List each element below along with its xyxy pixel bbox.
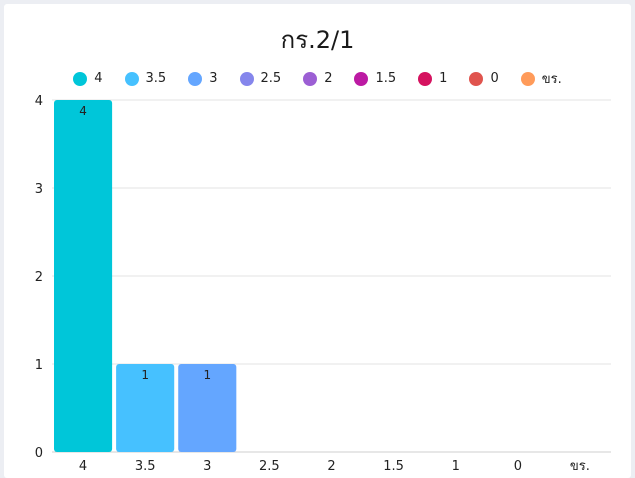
legend-item[interactable]: 3: [188, 71, 218, 86]
legend-label: 2.5: [260, 71, 282, 86]
legend-swatch: [354, 71, 369, 86]
x-tick-label: 1.5: [383, 459, 404, 474]
x-tick-label: 3: [203, 459, 211, 474]
y-tick-label: 0: [35, 446, 43, 461]
legend-swatch: [73, 71, 88, 86]
legend-item[interactable]: 4: [73, 71, 103, 86]
legend-label: ขร.: [541, 72, 562, 87]
y-tick-label: 3: [35, 182, 43, 197]
legend-label: 4: [94, 71, 103, 86]
bar: [54, 100, 113, 452]
x-tick-label: 2: [327, 459, 335, 474]
legend-swatch: [303, 71, 318, 86]
legend-item[interactable]: 2.5: [239, 71, 282, 86]
x-tick-label: ขร.: [570, 459, 590, 474]
data-label: 1: [141, 368, 149, 382]
legend-label: 1.5: [375, 71, 397, 86]
legend-swatch: [469, 71, 484, 86]
legend-item[interactable]: 1: [418, 71, 447, 86]
bar: [178, 364, 237, 452]
legend-swatch: [418, 71, 433, 86]
legend-label: 2: [324, 71, 333, 86]
data-label: 1: [203, 368, 211, 382]
x-tick-label: 3.5: [135, 459, 156, 474]
legend-swatch: [188, 71, 203, 86]
x-tick-label: 4: [79, 459, 87, 474]
legend-item[interactable]: ขร.: [520, 68, 562, 89]
y-tick-label: 2: [35, 270, 43, 285]
x-tick-label: 2.5: [259, 459, 280, 474]
legend-item[interactable]: 0: [469, 71, 499, 86]
legend-item[interactable]: 1.5: [354, 71, 396, 86]
x-tick-label: 0: [514, 459, 522, 474]
legend-label: 1: [439, 71, 448, 86]
legend-item[interactable]: 2: [303, 71, 332, 86]
legend-swatch: [239, 71, 254, 86]
x-tick-label: 1: [452, 459, 460, 474]
legend-item[interactable]: 3.5: [124, 71, 167, 86]
legend-swatch: [124, 71, 139, 86]
legend-swatch: [520, 71, 535, 86]
bar: [116, 364, 175, 452]
chart-legend: 4 3.5 3 2.5 2 1.5 1 0 ขร.: [4, 68, 631, 89]
legend-label: 3: [209, 71, 218, 86]
chart-title: กร.2/1: [280, 26, 355, 54]
data-label: 4: [79, 104, 87, 118]
legend-label: 3.5: [145, 71, 167, 86]
y-tick-label: 1: [35, 358, 43, 373]
y-tick-label: 4: [35, 94, 43, 109]
legend-label: 0: [490, 71, 499, 86]
